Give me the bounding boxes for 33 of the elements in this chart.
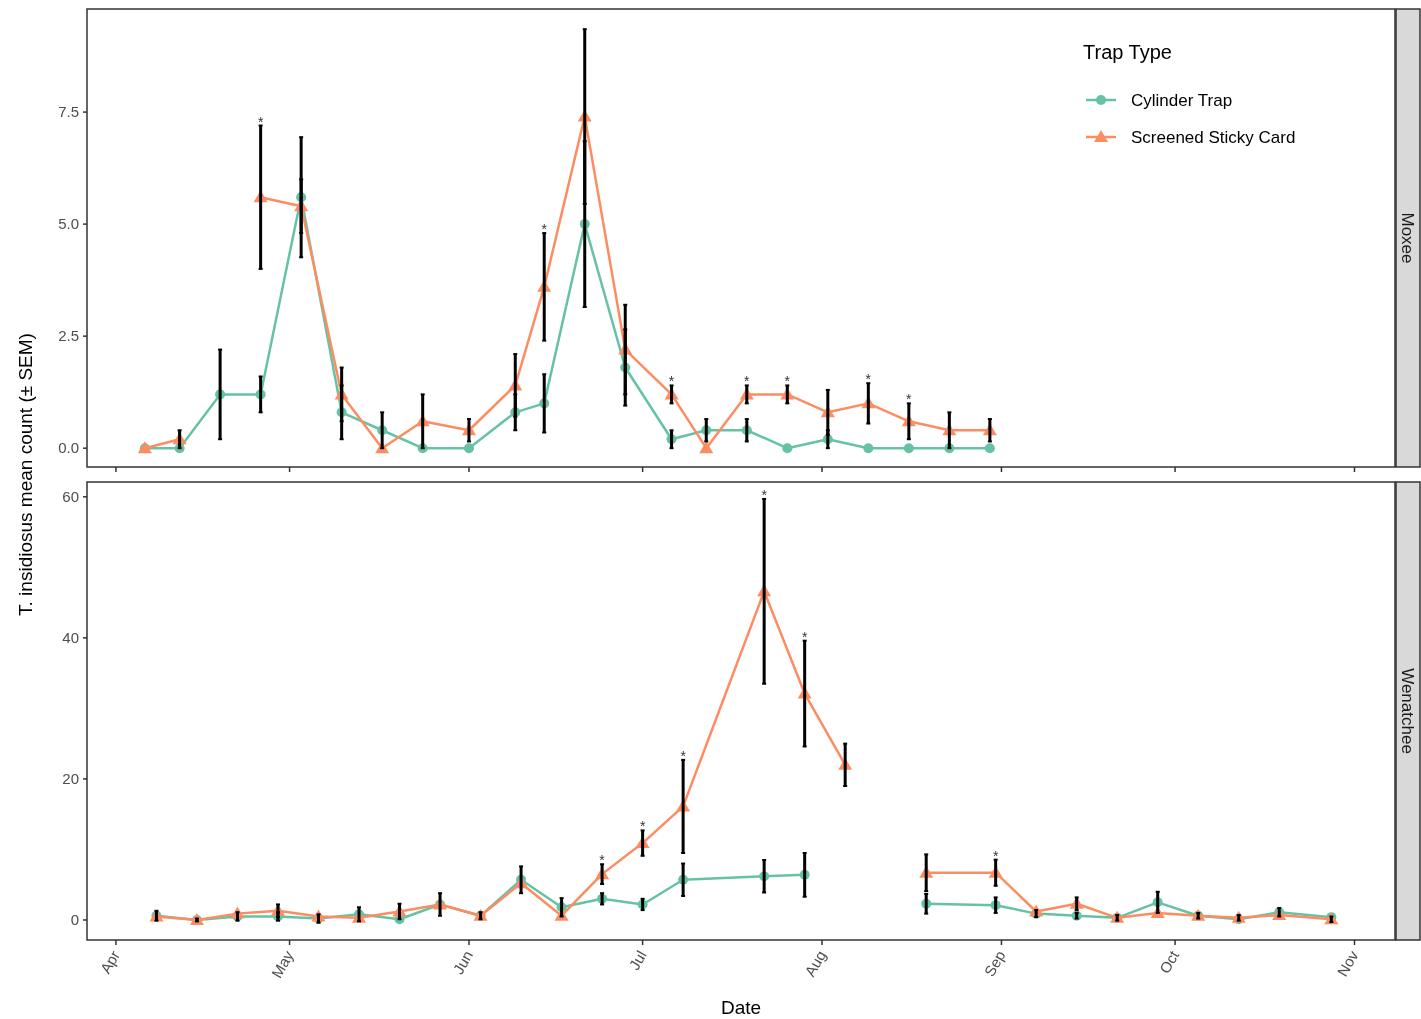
x-axis-title: Date — [720, 997, 762, 1018]
annotation: * — [639, 818, 646, 835]
y-tick-label: 0.0 — [58, 439, 79, 457]
y-tick-label: 2.5 — [58, 327, 79, 345]
x-tick-label: Oct — [1155, 946, 1183, 977]
y-tick-label: 5.0 — [58, 215, 79, 233]
y-tick-label: 7.5 — [58, 103, 79, 121]
y-tick-label: 40 — [62, 629, 79, 647]
annotation: * — [992, 847, 999, 864]
annotation: * — [541, 221, 548, 238]
x-tick-label: Jul — [625, 947, 650, 973]
annotation: * — [744, 373, 751, 390]
annotation: * — [761, 486, 768, 503]
annotation: * — [801, 628, 808, 645]
text: Moxee — [1398, 212, 1417, 264]
annotation: * — [865, 371, 872, 388]
annotation: * — [680, 747, 687, 764]
annotation: * — [906, 391, 913, 408]
x-tick-label: Apr — [96, 947, 124, 977]
annotation: * — [784, 373, 791, 390]
y-tick-label: 0 — [70, 911, 79, 929]
legend-label: Cylinder Trap — [1131, 90, 1233, 110]
annotation: * — [257, 113, 264, 130]
legend-label: Screened Sticky Card — [1131, 127, 1296, 147]
y-tick-label: 20 — [62, 770, 79, 788]
y-axis-title: T. insidiosus mean count (± SEM) — [15, 333, 36, 616]
annotation: * — [599, 852, 606, 869]
y-tick-label: 60 — [62, 488, 79, 506]
text: Wenatchee — [1398, 668, 1417, 754]
legend-title: Trap Type — [1083, 41, 1172, 63]
x-tick-label: Jun — [449, 947, 477, 978]
annotation: * — [668, 373, 675, 390]
x-tick-label: Sep — [980, 947, 1009, 980]
